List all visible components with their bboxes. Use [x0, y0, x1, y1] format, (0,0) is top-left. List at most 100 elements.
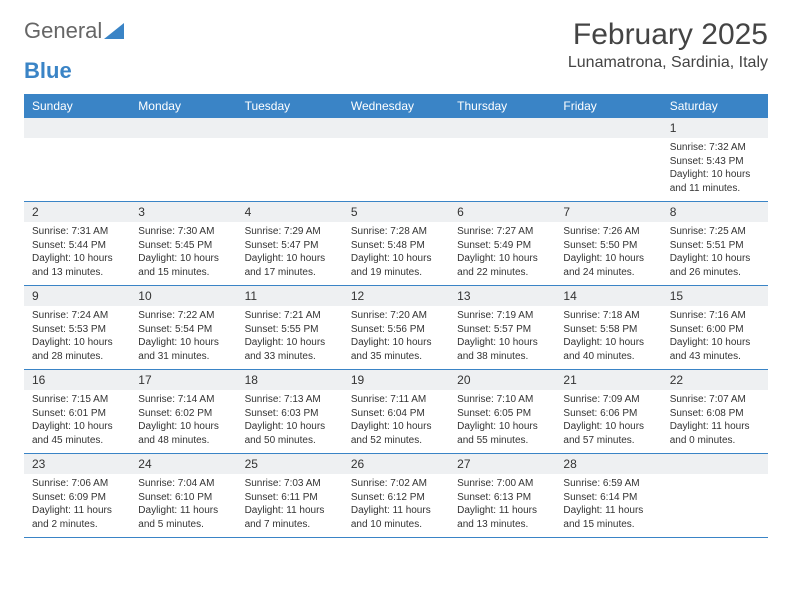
sunrise-text: Sunrise: 7:32 AM [670, 141, 760, 155]
empty-day [662, 454, 768, 474]
daylight-text: Daylight: 11 hours and 0 minutes. [670, 420, 760, 447]
day-cell: 26Sunrise: 7:02 AMSunset: 6:12 PMDayligh… [343, 454, 449, 537]
dow-cell: Monday [130, 94, 236, 118]
sunset-text: Sunset: 6:08 PM [670, 407, 760, 421]
sunset-text: Sunset: 6:01 PM [32, 407, 122, 421]
week-row: 16Sunrise: 7:15 AMSunset: 6:01 PMDayligh… [24, 370, 768, 454]
day-cell: 2Sunrise: 7:31 AMSunset: 5:44 PMDaylight… [24, 202, 130, 285]
day-body: Sunrise: 7:02 AMSunset: 6:12 PMDaylight:… [343, 474, 449, 537]
empty-day [24, 118, 130, 138]
day-cell [555, 118, 661, 201]
daylight-text: Daylight: 11 hours and 2 minutes. [32, 504, 122, 531]
day-cell: 5Sunrise: 7:28 AMSunset: 5:48 PMDaylight… [343, 202, 449, 285]
dow-cell: Friday [555, 94, 661, 118]
daylight-text: Daylight: 10 hours and 33 minutes. [245, 336, 335, 363]
empty-day [555, 118, 661, 138]
day-of-week-header: SundayMondayTuesdayWednesdayThursdayFrid… [24, 94, 768, 118]
daylight-text: Daylight: 10 hours and 15 minutes. [138, 252, 228, 279]
sunset-text: Sunset: 5:45 PM [138, 239, 228, 253]
sunset-text: Sunset: 5:57 PM [457, 323, 547, 337]
day-number: 10 [130, 286, 236, 306]
daylight-text: Daylight: 10 hours and 38 minutes. [457, 336, 547, 363]
sunrise-text: Sunrise: 7:28 AM [351, 225, 441, 239]
sunrise-text: Sunrise: 7:02 AM [351, 477, 441, 491]
sunset-text: Sunset: 5:51 PM [670, 239, 760, 253]
empty-day [130, 118, 236, 138]
sunrise-text: Sunrise: 7:26 AM [563, 225, 653, 239]
sunset-text: Sunset: 5:54 PM [138, 323, 228, 337]
day-number: 5 [343, 202, 449, 222]
day-number: 20 [449, 370, 555, 390]
daylight-text: Daylight: 10 hours and 40 minutes. [563, 336, 653, 363]
day-cell [662, 454, 768, 537]
dow-cell: Thursday [449, 94, 555, 118]
day-body: Sunrise: 7:00 AMSunset: 6:13 PMDaylight:… [449, 474, 555, 537]
sunrise-text: Sunrise: 7:27 AM [457, 225, 547, 239]
day-body: Sunrise: 7:28 AMSunset: 5:48 PMDaylight:… [343, 222, 449, 285]
sunset-text: Sunset: 6:10 PM [138, 491, 228, 505]
sunrise-text: Sunrise: 6:59 AM [563, 477, 653, 491]
sunrise-text: Sunrise: 7:25 AM [670, 225, 760, 239]
sunrise-text: Sunrise: 7:04 AM [138, 477, 228, 491]
daylight-text: Daylight: 10 hours and 11 minutes. [670, 168, 760, 195]
empty-day [343, 118, 449, 138]
day-number: 15 [662, 286, 768, 306]
sunrise-text: Sunrise: 7:13 AM [245, 393, 335, 407]
daylight-text: Daylight: 11 hours and 10 minutes. [351, 504, 441, 531]
day-body: Sunrise: 7:09 AMSunset: 6:06 PMDaylight:… [555, 390, 661, 453]
sunrise-text: Sunrise: 7:10 AM [457, 393, 547, 407]
sunset-text: Sunset: 6:14 PM [563, 491, 653, 505]
day-body: Sunrise: 7:11 AMSunset: 6:04 PMDaylight:… [343, 390, 449, 453]
calendar-page: General February 2025 Lunamatrona, Sardi… [0, 0, 792, 556]
sunrise-text: Sunrise: 7:30 AM [138, 225, 228, 239]
sunrise-text: Sunrise: 7:07 AM [670, 393, 760, 407]
title-block: February 2025 Lunamatrona, Sardinia, Ita… [568, 18, 768, 72]
day-number: 19 [343, 370, 449, 390]
sunset-text: Sunset: 6:04 PM [351, 407, 441, 421]
day-number: 8 [662, 202, 768, 222]
sunrise-text: Sunrise: 7:19 AM [457, 309, 547, 323]
day-cell: 3 Sunrise: 7:30 AMSunset: 5:45 PMDaylight… [130, 202, 236, 285]
sunset-text: Sunset: 6:05 PM [457, 407, 547, 421]
daylight-text: Daylight: 10 hours and 55 minutes. [457, 420, 547, 447]
day-cell: 10Sunrise: 7:22 AMSunset: 5:54 PMDayligh… [130, 286, 236, 369]
day-cell: 18Sunrise: 7:13 AMSunset: 6:03 PMDayligh… [237, 370, 343, 453]
day-body: Sunrise: 7:18 AMSunset: 5:58 PMDaylight:… [555, 306, 661, 369]
day-cell: 7Sunrise: 7:26 AMSunset: 5:50 PMDaylight… [555, 202, 661, 285]
daylight-text: Daylight: 10 hours and 19 minutes. [351, 252, 441, 279]
daylight-text: Daylight: 10 hours and 17 minutes. [245, 252, 335, 279]
sunrise-text: Sunrise: 7:20 AM [351, 309, 441, 323]
sunset-text: Sunset: 6:00 PM [670, 323, 760, 337]
daylight-text: Daylight: 10 hours and 35 minutes. [351, 336, 441, 363]
sunset-text: Sunset: 5:58 PM [563, 323, 653, 337]
day-body: Sunrise: 7:03 AMSunset: 6:11 PMDaylight:… [237, 474, 343, 537]
sunrise-text: Sunrise: 7:18 AM [563, 309, 653, 323]
day-number: 12 [343, 286, 449, 306]
sunset-text: Sunset: 6:13 PM [457, 491, 547, 505]
sunset-text: Sunset: 6:09 PM [32, 491, 122, 505]
day-body: Sunrise: 7:14 AMSunset: 6:02 PMDaylight:… [130, 390, 236, 453]
sunrise-text: Sunrise: 7:06 AM [32, 477, 122, 491]
sunset-text: Sunset: 5:43 PM [670, 155, 760, 169]
day-body: Sunrise: 7:31 AMSunset: 5:44 PMDaylight:… [24, 222, 130, 285]
empty-day [449, 118, 555, 138]
day-cell: 17Sunrise: 7:14 AMSunset: 6:02 PMDayligh… [130, 370, 236, 453]
day-body: Sunrise: 7:32 AMSunset: 5:43 PMDaylight:… [662, 138, 768, 201]
sunset-text: Sunset: 5:53 PM [32, 323, 122, 337]
day-cell [343, 118, 449, 201]
dow-cell: Tuesday [237, 94, 343, 118]
day-number: 17 [130, 370, 236, 390]
dow-cell: Wednesday [343, 94, 449, 118]
day-number: 27 [449, 454, 555, 474]
sunrise-text: Sunrise: 7:14 AM [138, 393, 228, 407]
month-title: February 2025 [568, 18, 768, 52]
day-body: Sunrise: 6:59 AMSunset: 6:14 PMDaylight:… [555, 474, 661, 537]
sunset-text: Sunset: 6:06 PM [563, 407, 653, 421]
day-cell [237, 118, 343, 201]
day-cell: 6Sunrise: 7:27 AMSunset: 5:49 PMDaylight… [449, 202, 555, 285]
day-body: Sunrise: 7:19 AMSunset: 5:57 PMDaylight:… [449, 306, 555, 369]
daylight-text: Daylight: 10 hours and 26 minutes. [670, 252, 760, 279]
day-number: 3 [130, 202, 236, 222]
sunrise-text: Sunrise: 7:16 AM [670, 309, 760, 323]
daylight-text: Daylight: 11 hours and 15 minutes. [563, 504, 653, 531]
